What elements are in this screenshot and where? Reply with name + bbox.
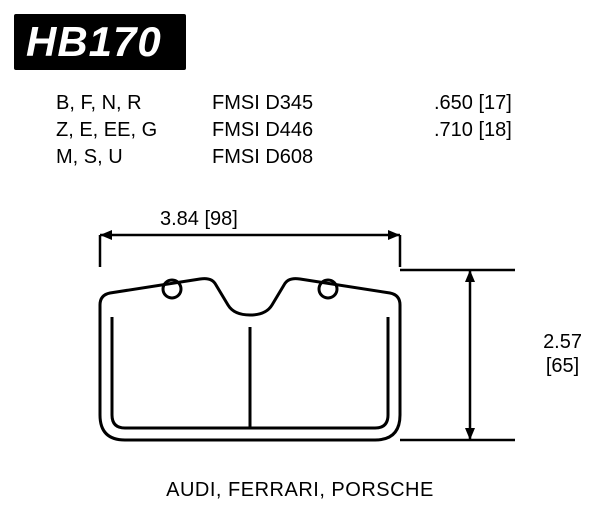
codes-line: B, F, N, R xyxy=(56,90,157,117)
thickness-line: .650 [17] xyxy=(434,90,512,117)
compound-codes: B, F, N, R Z, E, EE, G M, S, U xyxy=(56,90,157,171)
fmsi-line: FMSI D608 xyxy=(212,144,313,171)
fmsi-line: FMSI D345 xyxy=(212,90,313,117)
codes-line: M, S, U xyxy=(56,144,157,171)
thickness-line: .710 [18] xyxy=(434,117,512,144)
codes-line: Z, E, EE, G xyxy=(56,117,157,144)
fmsi-line: FMSI D446 xyxy=(212,117,313,144)
pad-outline xyxy=(100,279,400,440)
fmsi-codes: FMSI D345 FMSI D446 FMSI D608 xyxy=(212,90,313,171)
thickness-values: .650 [17] .710 [18] xyxy=(434,90,512,144)
vehicle-applications: AUDI, FERRARI, PORSCHE xyxy=(0,479,600,502)
part-number-header: HB170 xyxy=(14,14,186,70)
pad-diagram xyxy=(40,225,560,465)
height-dim-line xyxy=(400,270,515,440)
width-dim-line xyxy=(100,230,400,267)
